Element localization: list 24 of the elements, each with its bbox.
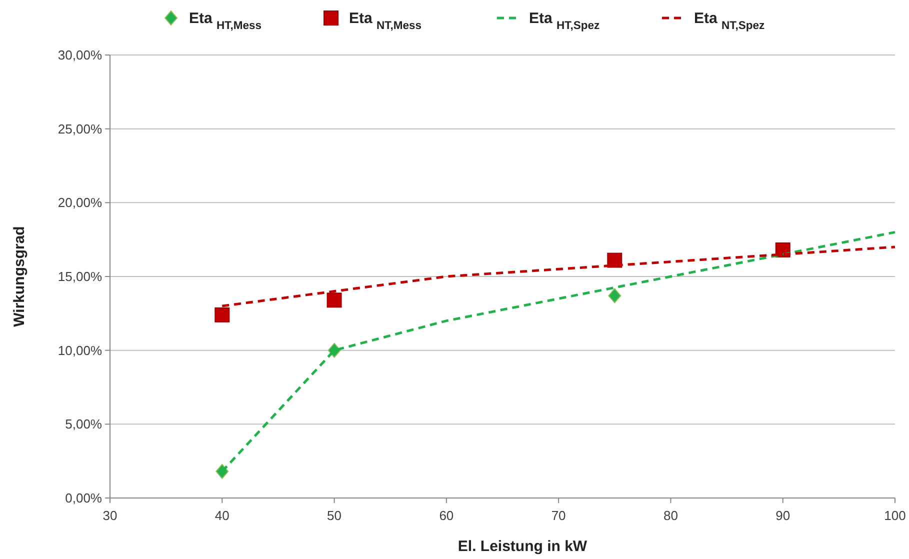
y-axis-title: Wirkungsgrad (11, 226, 28, 327)
point (214, 307, 230, 322)
y-tick-label: 5,00% (65, 416, 102, 432)
point (326, 292, 342, 308)
legend-label: Eta $_{HT,Spez}$ (529, 10, 600, 32)
legend-label: Eta $_{HT,Mess}$ (189, 10, 262, 32)
x-tick-label: 100 (884, 508, 906, 523)
point (608, 288, 622, 304)
y-tick-label: 0,00% (65, 490, 102, 506)
x-tick-label: 50 (327, 508, 342, 523)
x-tick-label: 60 (439, 508, 454, 523)
y-tick-label: 20,00% (58, 195, 102, 210)
x-tick-label: 40 (214, 508, 230, 523)
y-tick-label: 30,00% (58, 48, 102, 62)
x-tick-label: 80 (663, 508, 678, 523)
legend-label: Eta $_{NT,Mess}$ (349, 10, 422, 32)
x-tick-label: 70 (551, 508, 566, 523)
x-tick-label: 30 (102, 508, 118, 523)
x-axis-title: El. Leistung in kW (458, 538, 588, 555)
y-tick-label: 10,00% (58, 342, 102, 358)
y-tick-label: 25,00% (58, 121, 102, 136)
legend-label: Eta $_{NT,Spez}$ (694, 10, 766, 32)
x-tick-label: 90 (776, 508, 790, 523)
y-tick-label: 15,00% (58, 269, 102, 284)
